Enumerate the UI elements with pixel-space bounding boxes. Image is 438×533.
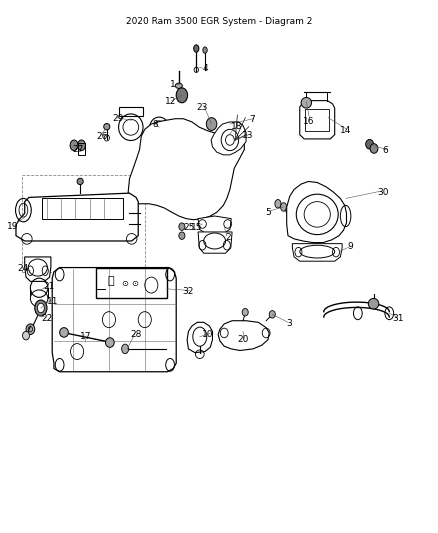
Text: 7: 7 [249, 115, 254, 124]
Text: 2: 2 [225, 233, 230, 242]
Text: 1: 1 [170, 79, 176, 88]
Bar [119, 107, 143, 116]
Ellipse shape [35, 300, 47, 316]
Ellipse shape [203, 47, 207, 53]
Text: 17: 17 [80, 332, 92, 341]
Polygon shape [292, 244, 342, 261]
Text: 16: 16 [303, 117, 314, 126]
Polygon shape [52, 268, 176, 372]
Ellipse shape [122, 344, 129, 354]
Text: 28: 28 [131, 329, 142, 338]
Ellipse shape [281, 203, 287, 211]
Text: 32: 32 [183, 287, 194, 296]
Text: 9: 9 [347, 243, 353, 252]
Ellipse shape [176, 88, 187, 103]
Ellipse shape [370, 144, 378, 154]
Text: 29: 29 [112, 114, 124, 123]
Text: 5: 5 [265, 208, 271, 217]
Ellipse shape [179, 223, 185, 230]
Ellipse shape [37, 303, 44, 313]
Ellipse shape [194, 45, 199, 52]
Bar [96, 268, 166, 298]
Ellipse shape [368, 298, 379, 309]
Text: ⬛: ⬛ [107, 276, 114, 286]
Ellipse shape [106, 338, 114, 348]
Bar [42, 198, 123, 219]
Polygon shape [25, 257, 51, 281]
Polygon shape [218, 321, 269, 351]
Text: 20: 20 [237, 335, 249, 344]
Ellipse shape [286, 206, 292, 214]
Ellipse shape [60, 328, 68, 337]
Ellipse shape [70, 140, 78, 151]
Text: 15: 15 [191, 223, 203, 232]
Text: ⊙: ⊙ [122, 279, 129, 288]
Ellipse shape [26, 324, 35, 335]
Text: 10: 10 [202, 330, 214, 339]
Polygon shape [128, 119, 244, 220]
Text: 11: 11 [46, 296, 58, 305]
Polygon shape [198, 232, 232, 253]
Text: 21: 21 [43, 282, 54, 291]
Text: 30: 30 [377, 188, 389, 197]
Text: 4: 4 [202, 64, 208, 72]
Ellipse shape [78, 140, 85, 151]
Text: 18: 18 [231, 122, 242, 131]
Text: 6: 6 [382, 146, 388, 155]
Ellipse shape [366, 140, 374, 149]
Text: 12: 12 [165, 97, 177, 106]
Text: 2020 Ram 3500 EGR System - Diagram 2: 2020 Ram 3500 EGR System - Diagram 2 [126, 17, 312, 26]
Text: 26: 26 [96, 132, 108, 141]
Polygon shape [300, 101, 335, 139]
Polygon shape [211, 122, 246, 155]
Ellipse shape [242, 309, 248, 316]
Text: ⊙: ⊙ [132, 279, 139, 288]
Ellipse shape [291, 209, 297, 217]
Text: 14: 14 [340, 126, 351, 135]
Text: 19: 19 [7, 222, 19, 231]
Polygon shape [198, 216, 231, 233]
Ellipse shape [179, 232, 185, 239]
Bar [78, 143, 85, 155]
Bar [305, 109, 329, 131]
Polygon shape [187, 322, 212, 353]
Text: 27: 27 [73, 145, 84, 154]
Ellipse shape [275, 199, 281, 208]
Bar [21, 175, 145, 272]
Text: 24: 24 [17, 264, 28, 273]
Ellipse shape [269, 311, 276, 318]
Ellipse shape [206, 118, 217, 131]
Text: 8: 8 [153, 120, 159, 129]
Ellipse shape [175, 83, 182, 88]
Text: 25: 25 [184, 223, 195, 232]
Ellipse shape [22, 332, 29, 340]
Text: 13: 13 [242, 131, 253, 140]
Text: 31: 31 [392, 313, 404, 322]
Polygon shape [16, 193, 138, 241]
Text: 22: 22 [41, 313, 52, 322]
Ellipse shape [301, 98, 311, 108]
Text: 23: 23 [197, 102, 208, 111]
Ellipse shape [104, 124, 110, 130]
Text: 3: 3 [286, 319, 292, 328]
Ellipse shape [77, 178, 83, 184]
Polygon shape [287, 181, 346, 243]
